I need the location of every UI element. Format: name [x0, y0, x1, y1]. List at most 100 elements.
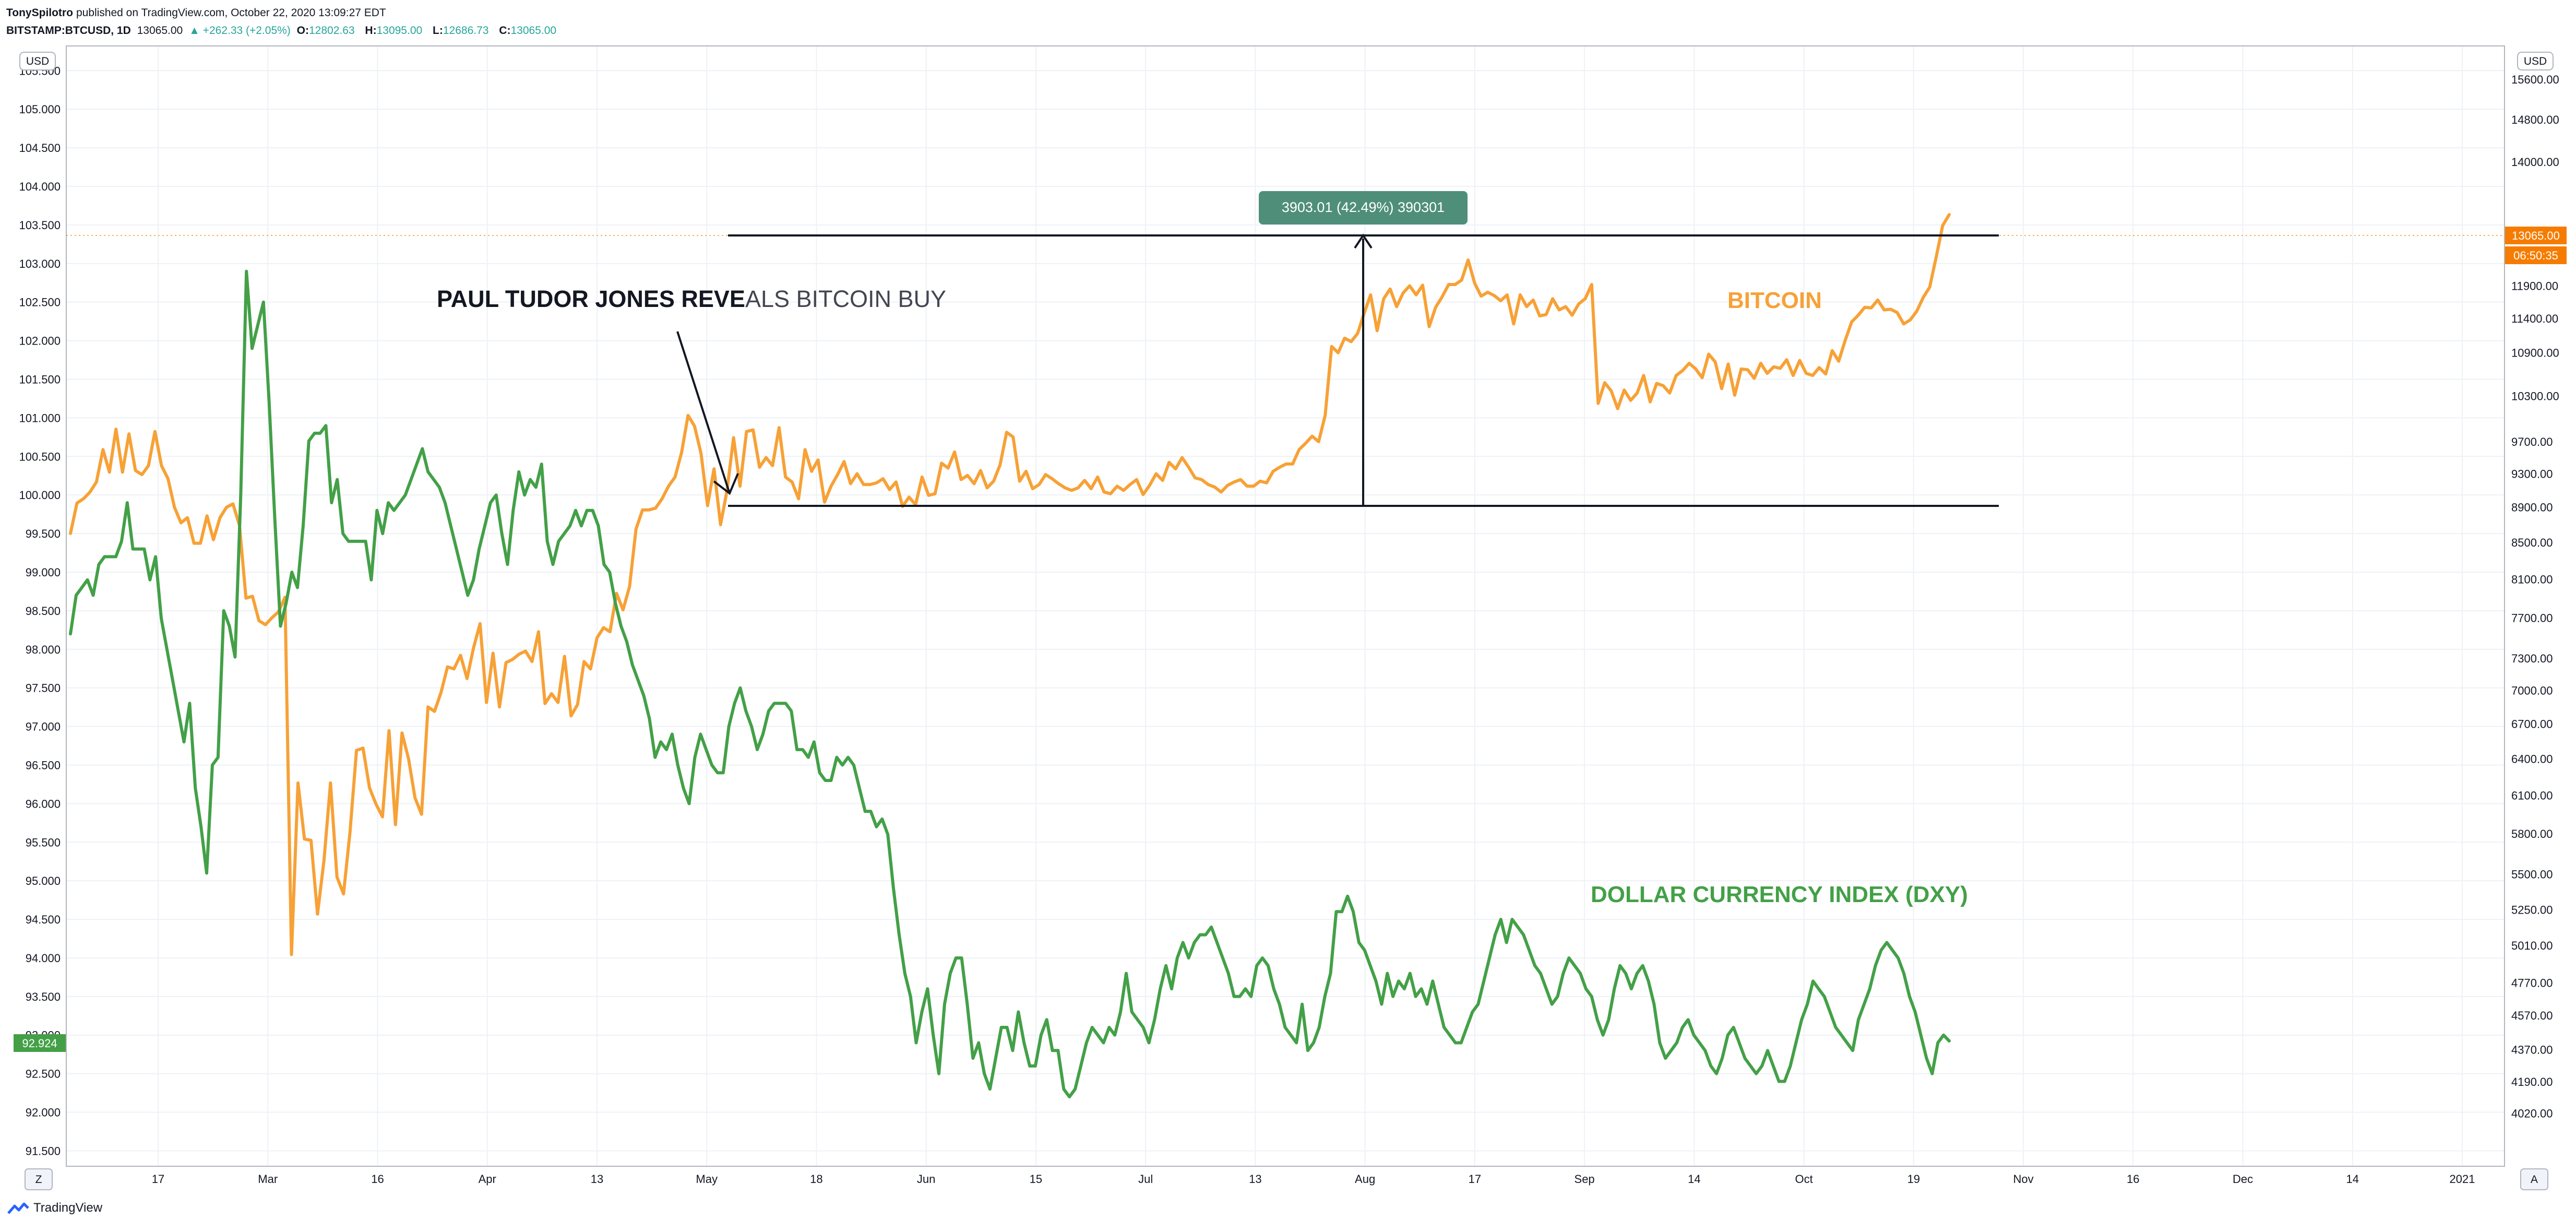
pjt-arrowhead: [713, 473, 739, 495]
right-tick-label: 4770.00: [2511, 977, 2553, 990]
left-unit-label: USD: [26, 55, 49, 67]
axis-scale-button-right[interactable]: [2520, 1168, 2548, 1190]
high-value: 13095.00: [376, 25, 423, 37]
measure-label: 3903.01 (42.49%) 390301: [1282, 199, 1445, 215]
tradingview-logo[interactable]: TradingView: [7, 1201, 102, 1215]
left-tick-label: 96.000: [26, 797, 61, 810]
left-tick-label: 100.000: [19, 489, 61, 502]
axis-scale-button-right-label: A: [2531, 1174, 2538, 1186]
x-tick-label: 2021: [2450, 1173, 2475, 1186]
pjt-arrow-shaft: [676, 331, 731, 494]
left-tick-label: 98.500: [26, 605, 61, 618]
right-tick-label: 11900.00: [2511, 279, 2558, 292]
right-tick-label: 9700.00: [2511, 435, 2553, 448]
grid-lines: [66, 46, 2505, 1166]
right-tick-label: 7300.00: [2511, 652, 2553, 665]
x-tick-label: 16: [2127, 1173, 2139, 1186]
x-tick-label: 14: [1688, 1173, 1700, 1186]
tradingview-brand: TradingView: [33, 1201, 103, 1215]
left-tick-label: 99.500: [26, 527, 61, 540]
right-tick-label: 10300.00: [2511, 389, 2559, 403]
author-name[interactable]: TonySpilotro: [6, 7, 73, 19]
btc-series-line: [69, 213, 1951, 956]
right-tick-label: 10900.00: [2511, 347, 2559, 360]
x-tick-label: Sep: [1575, 1173, 1595, 1186]
btc-countdown-tag-bg: [2505, 246, 2567, 264]
close-label: C:: [499, 25, 511, 37]
left-tick-label: 102.000: [19, 335, 61, 348]
x-tick-label: 17: [152, 1173, 164, 1186]
right-tick-label: 6700.00: [2511, 717, 2553, 730]
left-unit-badge[interactable]: [19, 52, 56, 70]
x-tick-label: Jun: [917, 1173, 935, 1186]
symbol-name: BITSTAMP:BTCUSD, 1D: [6, 25, 131, 37]
left-tick-label: 97.000: [26, 720, 61, 733]
right-unit-badge[interactable]: [2517, 52, 2554, 70]
right-tick-label: 7000.00: [2511, 684, 2553, 697]
right-tick-label: 8900.00: [2511, 501, 2553, 514]
symbol-line: BITSTAMP:BTCUSD, 1D 13065.00 ▲ +262.33 (…: [6, 22, 564, 40]
btc-countdown-tag: 06:50:35: [2513, 249, 2558, 262]
left-tick-label: 92.500: [26, 1068, 61, 1081]
left-tick-label: 105.000: [19, 103, 61, 116]
right-tick-label: 7700.00: [2511, 611, 2553, 624]
left-tick-label: 101.500: [19, 373, 61, 386]
btc-series-label: BITCOIN: [1727, 288, 1822, 313]
axis-scale-button-left-label: Z: [35, 1174, 42, 1186]
left-tick-label: 104.000: [19, 180, 61, 193]
right-tick-label: 4020.00: [2511, 1107, 2553, 1120]
x-tick-label: 16: [371, 1173, 384, 1186]
open-label: O:: [296, 25, 309, 37]
low-value: 12686.73: [443, 25, 489, 37]
right-price-axis[interactable]: 15600.0014800.0014000.0012400.0011900.00…: [2511, 73, 2559, 1120]
x-tick-label: May: [696, 1173, 718, 1186]
x-tick-label: 18: [810, 1173, 822, 1186]
left-tick-label: 95.000: [26, 874, 61, 887]
open-value: 12802.63: [308, 25, 355, 37]
close-value: 13065.00: [510, 25, 557, 37]
right-tick-label: 9300.00: [2511, 468, 2553, 481]
x-tick-label: 13: [591, 1173, 603, 1186]
x-tick-label: Nov: [2013, 1173, 2033, 1186]
left-tick-label: 103.500: [19, 219, 61, 232]
right-tick-label: 5010.00: [2511, 939, 2553, 952]
time-axis[interactable]: 17 Mar 16 Apr 13 May 18 Jun 15 Jul 13 Aug 17 Sep 14 Oct…: [152, 1173, 2475, 1186]
dxy-series-line: [69, 269, 1951, 1098]
left-tick-label: 102.500: [19, 296, 61, 309]
left-price-axis[interactable]: 105.500105.000104.500104.000103.500103.0…: [19, 64, 61, 1157]
left-tick-label: 95.500: [26, 836, 61, 849]
price-change: ▲ +262.33 (+2.05%): [189, 25, 291, 37]
left-tick-label: 94.500: [26, 913, 61, 926]
right-tick-label: 8100.00: [2511, 573, 2553, 586]
last-price: 13065.00: [137, 25, 183, 37]
left-tick-label: 103.000: [19, 257, 61, 270]
right-tick-label: 4570.00: [2511, 1009, 2553, 1022]
dxy-last-tag-bg: [14, 1034, 66, 1052]
left-tick-label: 94.000: [26, 952, 61, 965]
measure-label-bg: [1259, 191, 1468, 224]
right-tick-label: 15600.00: [2511, 73, 2559, 86]
x-tick-label: 17: [1469, 1173, 1481, 1186]
publish-line: TonySpilotro published on TradingView.com…: [6, 4, 564, 22]
left-tick-label: 92.000: [26, 1106, 61, 1119]
right-tick-label: 6400.00: [2511, 752, 2553, 765]
x-tick-label: Aug: [1355, 1173, 1375, 1186]
right-tick-label: 14000.00: [2511, 156, 2559, 169]
x-tick-label: Oct: [1795, 1173, 1812, 1186]
x-tick-label: 19: [1907, 1173, 1920, 1186]
left-tick-label: 99.000: [26, 566, 61, 579]
axis-scale-button-left[interactable]: [25, 1168, 53, 1190]
pjt-annotation-part1: PAUL TUDOR JONES REVE: [437, 286, 745, 312]
x-tick-label: 14: [2346, 1173, 2359, 1186]
tradingview-logo-icon: [7, 1202, 29, 1214]
left-tick-label: 91.500: [26, 1144, 61, 1157]
left-tick-label: 93.500: [26, 990, 61, 1003]
chart-header: TonySpilotro published on TradingView.com…: [6, 4, 564, 40]
left-tick-label: 101.000: [19, 411, 61, 424]
right-tick-label: 5250.00: [2511, 904, 2553, 917]
dxy-series-label: DOLLAR CURRENCY INDEX (DXY): [1591, 882, 1968, 907]
left-tick-label: 98.000: [26, 643, 61, 656]
left-tick-label: 100.500: [19, 450, 61, 463]
right-tick-label: 5800.00: [2511, 827, 2553, 841]
